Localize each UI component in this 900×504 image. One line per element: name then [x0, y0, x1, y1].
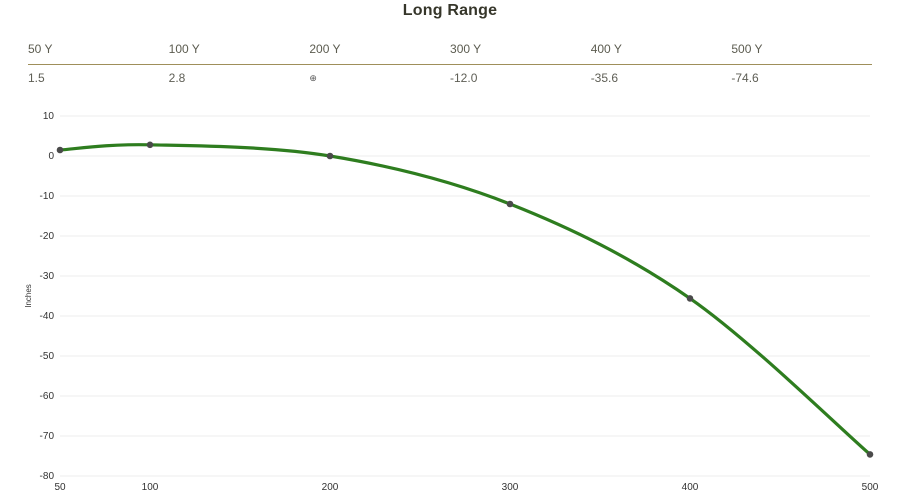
chart-bg	[22, 108, 882, 498]
table-header-cell: 300 Y	[450, 42, 591, 56]
table-value-row: 1.52.8⊕ -12.0-35.6-74.6	[28, 65, 872, 85]
y-tick-label: 0	[48, 151, 54, 162]
table-header-cell: 100 Y	[169, 42, 310, 56]
table-value-cell: -35.6	[591, 71, 732, 85]
series-marker	[507, 201, 514, 208]
y-tick-label: -30	[40, 271, 55, 282]
zero-target-icon: ⊕	[309, 73, 317, 83]
table-header-cell: 400 Y	[591, 42, 732, 56]
trajectory-chart: 100-10-20-30-40-50-60-70-805010020030040…	[22, 108, 882, 498]
y-tick-label: -10	[40, 191, 55, 202]
x-tick-label: 400	[682, 482, 699, 493]
table-header-row: 50 Y100 Y200 Y300 Y400 Y500 Y	[28, 42, 872, 65]
page-title: Long Range	[0, 0, 900, 20]
series-marker	[57, 147, 64, 154]
table-value-cell: 2.8	[169, 71, 310, 85]
y-tick-label: -60	[40, 391, 55, 402]
y-tick-label: -80	[40, 471, 55, 482]
series-marker	[147, 142, 154, 149]
table-value-cell: 1.5	[28, 71, 169, 85]
series-marker	[687, 295, 694, 302]
table-zero-cell: ⊕	[309, 71, 450, 85]
trajectory-table: 50 Y100 Y200 Y300 Y400 Y500 Y 1.52.8⊕ -12…	[28, 42, 872, 85]
table-value-cell: -12.0	[450, 71, 591, 85]
series-marker	[327, 153, 334, 160]
table-header-cell: 500 Y	[731, 42, 872, 56]
x-tick-label: 200	[322, 482, 339, 493]
x-tick-label: 300	[502, 482, 519, 493]
x-tick-label: 50	[54, 482, 66, 493]
x-tick-label: 500	[862, 482, 879, 493]
table-header-cell: 50 Y	[28, 42, 169, 56]
y-tick-label: -50	[40, 351, 55, 362]
y-tick-label: 10	[43, 111, 55, 122]
x-tick-label: 100	[142, 482, 159, 493]
y-axis-label: Inches	[24, 284, 33, 308]
y-tick-label: -40	[40, 311, 55, 322]
y-tick-label: -20	[40, 231, 55, 242]
page: Long Range 50 Y100 Y200 Y300 Y400 Y500 Y…	[0, 0, 900, 504]
table-value-cell: -74.6	[731, 71, 872, 85]
series-marker	[867, 451, 874, 458]
y-tick-label: -70	[40, 431, 55, 442]
table-header-cell: 200 Y	[309, 42, 450, 56]
chart-svg: 100-10-20-30-40-50-60-70-805010020030040…	[22, 108, 882, 498]
